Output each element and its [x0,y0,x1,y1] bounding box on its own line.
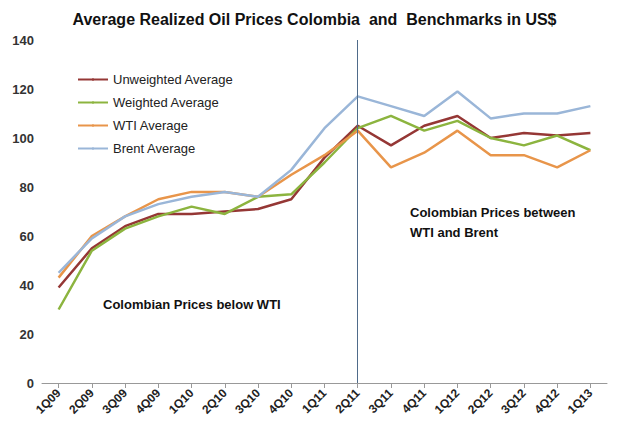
svg-text:1Q10: 1Q10 [166,386,197,417]
svg-text:80: 80 [20,180,34,195]
svg-text:3Q11: 3Q11 [366,386,396,416]
svg-text:2Q11: 2Q11 [333,386,363,416]
svg-text:3Q12: 3Q12 [498,386,529,417]
svg-text:Weighted Average: Weighted Average [113,95,219,110]
svg-text:0: 0 [27,376,34,391]
svg-text:Colombian Prices between: Colombian Prices between [410,205,579,220]
svg-text:4Q10: 4Q10 [266,386,297,417]
svg-text:2Q10: 2Q10 [199,386,230,417]
svg-text:40: 40 [20,278,34,293]
svg-text:WTI Average: WTI Average [113,118,188,133]
svg-text:120: 120 [12,82,34,97]
svg-text:1Q11: 1Q11 [299,386,329,416]
svg-text:100: 100 [12,131,34,146]
svg-text:WTI and Brent: WTI and Brent [410,225,499,240]
svg-text:Unweighted Average: Unweighted Average [113,72,233,87]
svg-text:20: 20 [20,327,34,342]
svg-text:2Q09: 2Q09 [66,386,97,417]
svg-text:Brent Average: Brent Average [113,141,195,156]
svg-text:4Q09: 4Q09 [133,386,164,417]
svg-text:1Q13: 1Q13 [565,386,596,417]
svg-text:60: 60 [20,229,34,244]
svg-text:4Q12: 4Q12 [531,386,562,417]
svg-text:3Q09: 3Q09 [99,386,130,417]
svg-text:1Q09: 1Q09 [33,386,64,417]
svg-text:1Q12: 1Q12 [432,386,463,417]
svg-text:3Q10: 3Q10 [232,386,263,417]
svg-text:2Q12: 2Q12 [465,386,496,417]
svg-text:Colombian Prices below WTI: Colombian Prices below WTI [103,297,281,312]
svg-text:4Q11: 4Q11 [399,386,429,416]
svg-text:140: 140 [12,33,34,48]
svg-text:Average Realized Oil Prices Co: Average Realized Oil Prices Colombia and… [72,11,556,28]
